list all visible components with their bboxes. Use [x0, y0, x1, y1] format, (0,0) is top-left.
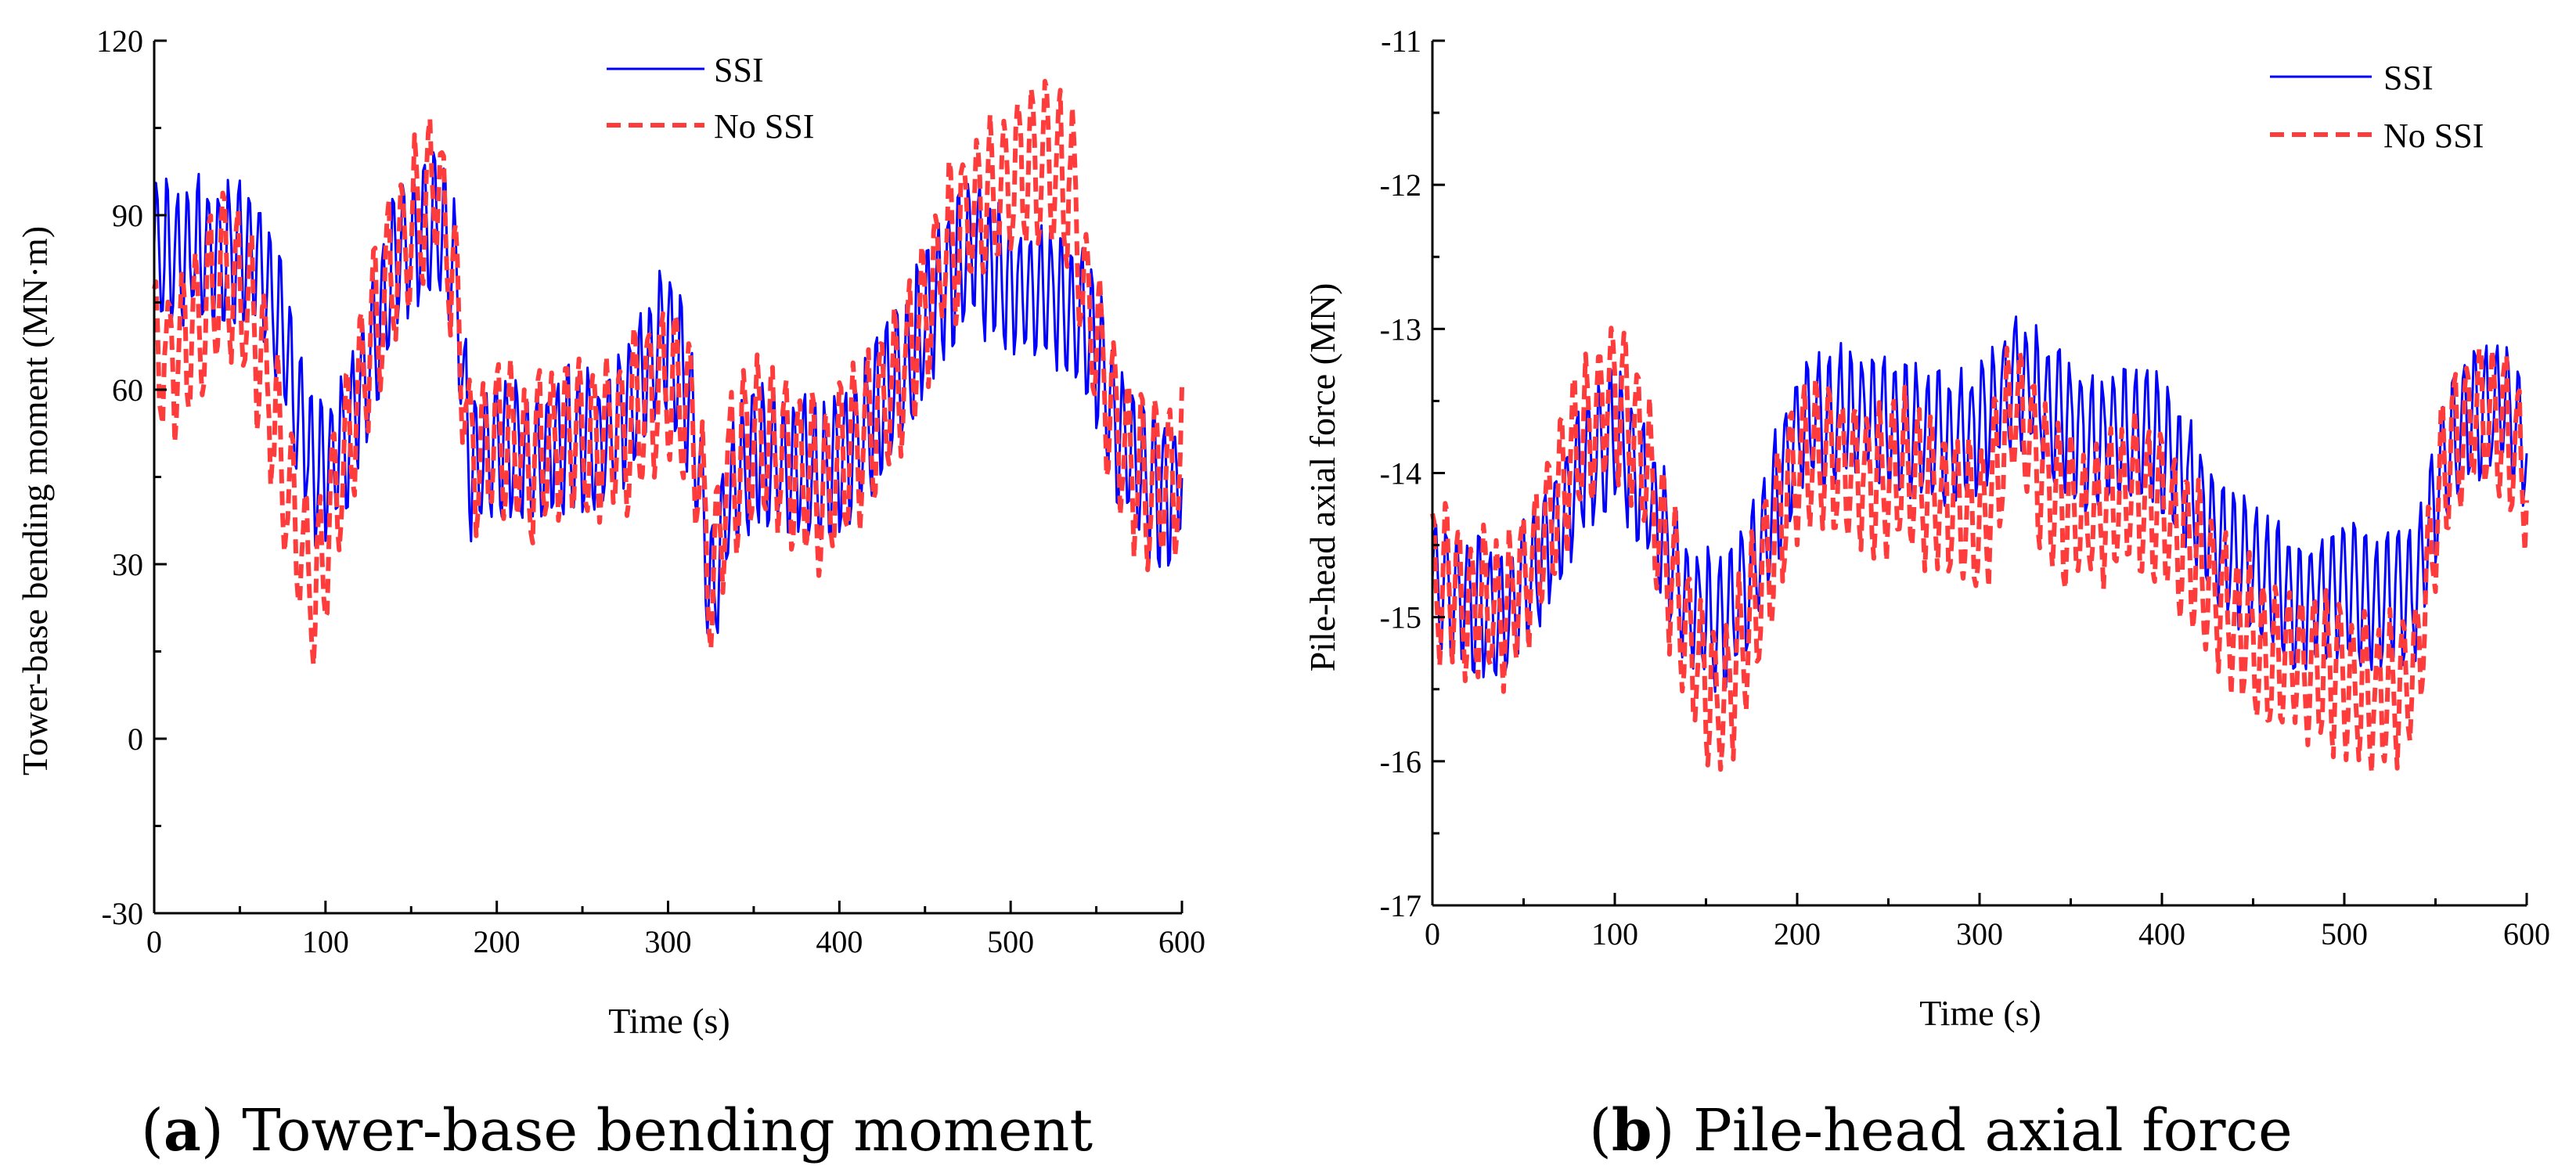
b-y-tick-label: -17: [1380, 888, 1421, 923]
b-caption: (b) Pile-head axial force: [1589, 1097, 2293, 1164]
a-legend: SSI No SSI: [607, 51, 814, 146]
a-y-tick-label: 120: [96, 23, 143, 59]
a-x-tick-label: 0: [146, 924, 162, 959]
a-y-tick-label: 60: [112, 372, 143, 408]
a-x-axis-title: Time (s): [608, 1001, 730, 1041]
a-x-tick-label: 600: [1158, 924, 1205, 959]
b-caption-letter: b: [1612, 1097, 1652, 1164]
b-x-tick-label: 500: [2321, 916, 2368, 952]
b-x-tick-label: 600: [2503, 916, 2550, 952]
a-legend-nossi-label: No SSI: [714, 107, 814, 146]
a-y-tick-label: 90: [112, 198, 143, 233]
a-caption-title: Tower-base bending moment: [224, 1097, 1093, 1164]
a-y-tick-label: 0: [128, 721, 143, 757]
b-x-axis-title: Time (s): [1919, 993, 2041, 1033]
b-series-layer: [1430, 315, 2529, 775]
b-y-tick-label: -15: [1380, 600, 1421, 635]
b-series-no-ssi-line: [1430, 326, 2529, 775]
b-axes: 0 100 200 300 400 500 600 -17 -16 -15 -14 -13 -12 -11: [1380, 23, 2550, 952]
a-x-tick-label: 400: [816, 924, 863, 959]
b-y-tick-label: -13: [1380, 311, 1421, 347]
b-legend-ssi-label: SSI: [2383, 59, 2434, 97]
a-series-ssi-line: [153, 151, 1184, 635]
a-y-tick-label: 30: [112, 547, 143, 582]
a-x-tick-label: 500: [987, 924, 1034, 959]
b-y-tick-label: -14: [1380, 456, 1421, 491]
a-x-tick-label: 300: [645, 924, 692, 959]
b-x-tick-label: 0: [1425, 916, 1440, 952]
a-series-layer: [152, 78, 1184, 667]
a-legend-ssi-label: SSI: [714, 51, 764, 89]
b-series-ssi-line: [1431, 315, 2528, 693]
b-legend: SSI No SSI: [2270, 59, 2484, 155]
b-x-tick-label: 300: [1956, 916, 2003, 952]
b-y-tick-label: -12: [1380, 167, 1421, 203]
b-y-tick-label: -11: [1381, 23, 1421, 59]
a-x-tick-label: 200: [474, 924, 521, 959]
b-legend-nossi-label: No SSI: [2383, 117, 2484, 155]
b-x-tick-label: 200: [1774, 916, 1821, 952]
panel-b-chart: 0 100 200 300 400 500 600 -17 -16 -15 -14 -13 -12 -11…: [1302, 23, 2550, 1164]
b-y-axis-title: Pile-head axial force (MN): [1302, 283, 1342, 672]
a-caption: (a) Tower-base bending moment: [141, 1097, 1093, 1164]
b-y-tick-label: -16: [1380, 744, 1421, 779]
a-series-no-ssi-line: [152, 78, 1184, 667]
a-x-tick-label: 100: [302, 924, 349, 959]
b-caption-title: Pile-head axial force: [1675, 1097, 2293, 1164]
b-x-tick-label: 100: [1591, 916, 1638, 952]
a-y-axis-title: Tower-base bending moment (MN·m): [15, 226, 55, 775]
a-caption-letter: a: [164, 1097, 201, 1164]
b-x-tick-label: 400: [2138, 916, 2185, 952]
a-y-tick-label: -30: [102, 896, 143, 931]
